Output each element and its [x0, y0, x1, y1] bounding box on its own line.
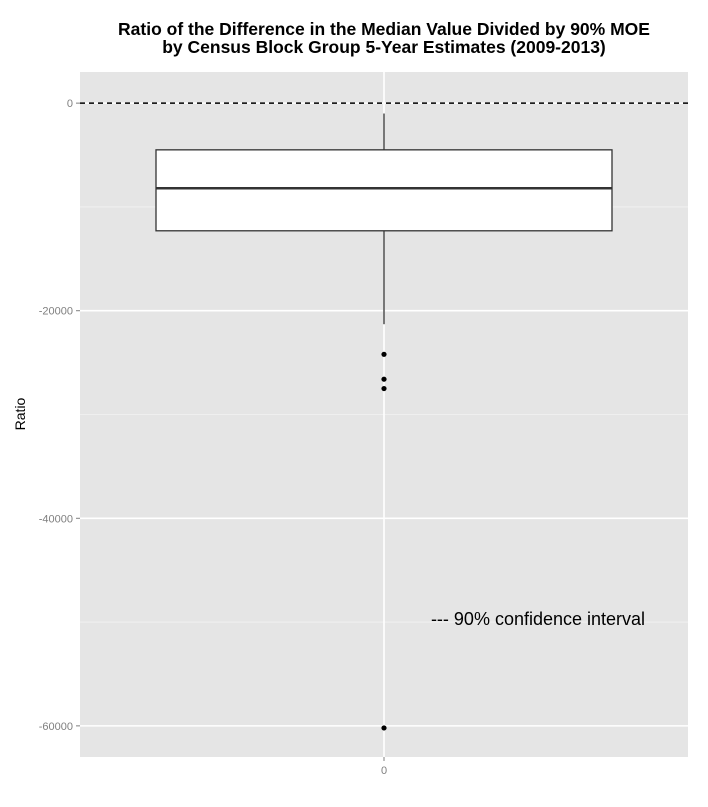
outlier-point: [381, 351, 387, 357]
x-axis: 0: [381, 757, 387, 777]
y-axis-label: Ratio: [12, 397, 28, 430]
chart-title-line-2: by Census Block Group 5-Year Estimates (…: [162, 37, 606, 57]
outlier-point: [381, 725, 387, 731]
chart-title-line-1: Ratio of the Difference in the Median Va…: [118, 19, 650, 39]
y-tick-label: -40000: [39, 513, 73, 525]
confidence-interval-annotation: --- 90% confidence interval: [431, 609, 645, 629]
x-tick-label: 0: [381, 765, 387, 777]
y-tick-label: -60000: [39, 721, 73, 733]
box-layer: [155, 113, 613, 325]
y-tick-label: -20000: [39, 306, 73, 318]
iqr-box: [155, 149, 613, 232]
outlier-point: [381, 376, 387, 382]
outlier-layer: [381, 351, 387, 731]
y-tick-label: 0: [67, 98, 73, 110]
chart-title: Ratio of the Difference in the Median Va…: [80, 20, 688, 56]
y-axis: 0 -20000 -40000 -60000: [39, 98, 80, 733]
outlier-point: [381, 385, 387, 392]
